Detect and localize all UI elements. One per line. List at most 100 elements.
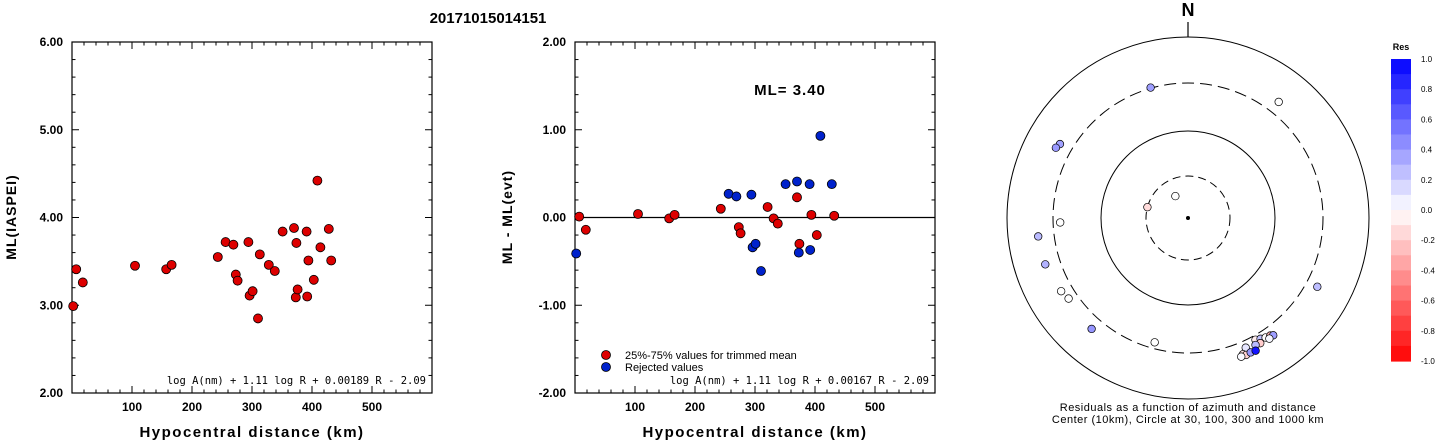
ml-point: [254, 249, 265, 260]
colorbar-cell: [1391, 345, 1411, 362]
ml-point: [130, 260, 140, 271]
colorbar-cell: [1391, 315, 1411, 332]
rejected-point: [731, 191, 742, 202]
colorbar-cell: [1391, 225, 1411, 241]
trimmed-point: [574, 211, 585, 222]
ml-point: [247, 286, 258, 297]
ml-point: [312, 175, 323, 186]
ml-x-tick-label: 400: [302, 400, 322, 414]
trimmed-point: [829, 210, 840, 221]
colorbar-tick-label: -1.0: [1421, 357, 1435, 366]
station-point: [1171, 191, 1180, 201]
station-point: [1051, 143, 1061, 152]
station-point: [1064, 294, 1073, 303]
legend-marker-rejected: [601, 362, 611, 372]
ml-point: [68, 301, 79, 312]
ring-30km: [1145, 175, 1231, 261]
station-point: [1041, 260, 1050, 269]
rejected-point: [756, 266, 766, 276]
trimmed-point: [792, 192, 802, 203]
colorbar-cell: [1391, 285, 1411, 302]
colorbar-cell: [1391, 179, 1411, 196]
ml-point: [323, 224, 334, 234]
colorbar-tick-label: 0.2: [1421, 176, 1433, 185]
ml-point: [302, 291, 313, 302]
trimmed-point: [762, 202, 773, 212]
ring-1000km: [1006, 36, 1370, 400]
residual-x-axis-label: Hypocentral distance (km): [642, 424, 867, 441]
polar-chart: N Residuals as a function of azimuth and…: [1006, 0, 1370, 426]
station-point: [1034, 232, 1043, 241]
colorbar-cells: [1391, 59, 1411, 362]
colorbar-cell: [1391, 74, 1411, 90]
station-point: [1265, 334, 1274, 343]
station-point: [1313, 282, 1322, 291]
ml-point: [326, 255, 337, 266]
ml-plot-frame: [71, 41, 433, 394]
residual-points: [571, 130, 840, 276]
ml-chart: 100 200 300 400 500 2.00 3.00 4.00 5.00 6.00 Hypo…: [3, 35, 433, 441]
ml-formula: log A(nm) + 1.11 log R + 0.00189 R - 2.0…: [167, 375, 426, 387]
ml-point: [263, 259, 274, 270]
colorbar-cell: [1391, 255, 1411, 271]
rejected-point: [792, 176, 802, 187]
station-point: [1146, 83, 1155, 92]
figure-title: 20171015014151: [430, 10, 547, 27]
rejected-point: [793, 247, 804, 258]
colorbar-cell: [1391, 240, 1411, 256]
epicenter-dot: [1186, 216, 1190, 220]
rejected-point: [805, 245, 816, 255]
colorbar-tick-label: 0.4: [1421, 146, 1433, 155]
north-label: N: [1182, 0, 1195, 20]
trimmed-point: [633, 209, 643, 219]
ml-y-tick-label: 5.00: [40, 123, 64, 137]
ml-y-tick-label: 4.00: [40, 211, 64, 225]
station-point: [1056, 218, 1065, 227]
ml-point: [166, 259, 177, 270]
colorbar-title: Res: [1393, 42, 1410, 52]
residual-axis-ticks: 100 200 300 400 500 -2.00 -1.00 0.00 1.00 2.00: [539, 35, 935, 414]
ml-point: [289, 223, 299, 233]
ml-point: [290, 292, 301, 303]
ml-point: [253, 313, 263, 324]
station-points: [1034, 83, 1322, 361]
colorbar-cell: [1391, 210, 1411, 226]
colorbar-cell: [1391, 164, 1411, 181]
ring-300km: [1052, 82, 1324, 354]
ml-point: [71, 264, 82, 275]
ml-x-tick-label: 500: [362, 400, 382, 414]
ml-point: [269, 266, 280, 276]
trimmed-point: [735, 228, 746, 239]
polar-caption-line2: Center (10km), Circle at 30, 100, 300 an…: [1052, 414, 1324, 426]
colorbar-tick-label: -0.8: [1421, 327, 1435, 336]
ml-y-axis-label: ML(IASPEI): [3, 174, 19, 259]
colorbar-tick-label: 1.0: [1421, 55, 1433, 64]
colorbar-cell: [1391, 89, 1411, 105]
ml-event-annotation: ML= 3.40: [754, 82, 826, 99]
colorbar-tick-label: -0.6: [1421, 297, 1435, 306]
residual-x-tick-label: 500: [865, 400, 885, 414]
legend-marker-trimmed: [601, 350, 611, 360]
station-point: [1251, 346, 1260, 355]
ml-point: [308, 274, 319, 285]
ml-point: [292, 284, 303, 295]
station-point: [1143, 202, 1152, 212]
colorbar-cell: [1391, 194, 1411, 211]
colorbar-tick-label: -0.2: [1421, 236, 1435, 245]
colorbar-cell: [1391, 270, 1411, 287]
polar-caption-line1: Residuals as a function of azimuth and d…: [1060, 402, 1316, 414]
ml-y-tick-label: 3.00: [40, 298, 64, 312]
residual-chart: 100 200 300 400 500 -2.00 -1.00 0.00 1.00 2.00 ML…: [499, 35, 936, 441]
ml-point: [303, 255, 314, 266]
colorbar-tick-label: 0.6: [1421, 115, 1433, 124]
legend-label-trimmed: 25%-75% values for trimmed mean: [625, 350, 797, 362]
colorbar-cell: [1391, 104, 1411, 120]
station-point: [1057, 287, 1066, 296]
residual-x-tick-label: 100: [625, 400, 645, 414]
residual-y-tick-label: -2.00: [539, 386, 567, 400]
ml-point: [301, 226, 312, 237]
residual-y-tick-label: 1.00: [543, 123, 567, 137]
trimmed-point: [715, 203, 726, 214]
colorbar-cell: [1391, 119, 1411, 136]
